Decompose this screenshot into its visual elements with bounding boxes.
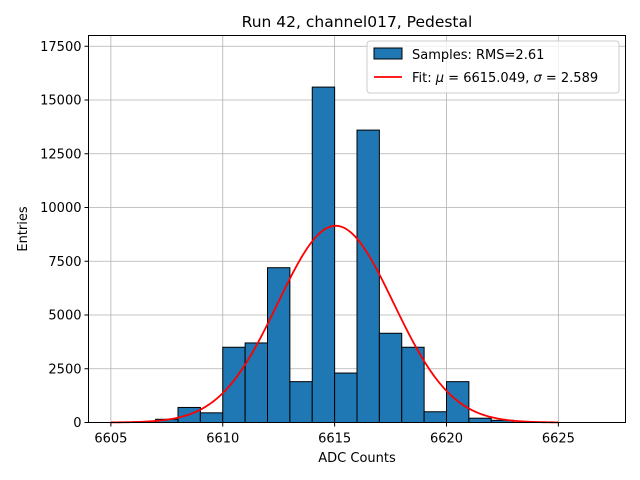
histogram-bar — [267, 267, 291, 424]
y-tick-label: 7500 — [48, 255, 81, 270]
y-tick-label: 0 — [73, 416, 81, 431]
legend-label-samples: Samples: RMS=2.61 — [412, 48, 544, 63]
y-tick-label: 10000 — [40, 201, 81, 216]
histogram-bar — [334, 372, 358, 423]
histogram-bar — [468, 417, 492, 424]
y-tick-label: 2500 — [48, 362, 81, 377]
y-tick-label: 5000 — [48, 309, 81, 324]
histogram-bar — [199, 412, 224, 424]
chart-title: Run 42, channel017, Pedestal — [242, 13, 473, 31]
x-axis-ticks: 6605 6610 6615 6620 6625 — [94, 422, 575, 447]
y-tick-label: 17500 — [40, 40, 81, 55]
legend-label-fit: Fit: μ = 6615.049, σ = 2.589 — [412, 71, 598, 86]
histogram-bar — [222, 346, 246, 423]
histogram-bar — [378, 332, 403, 423]
x-tick-label: 6620 — [430, 432, 463, 447]
y-axis-ticks: 0 2500 5000 7500 10000 12500 15000 17500 — [40, 40, 89, 431]
x-tick-label: 6615 — [318, 432, 351, 447]
legend-swatch-samples — [373, 47, 403, 60]
legend: Samples: RMS=2.61 Fit: μ = 6615.049, σ =… — [366, 40, 620, 94]
y-tick-label: 12500 — [40, 147, 81, 162]
x-tick-label: 6610 — [206, 432, 239, 447]
histogram-bar — [311, 86, 336, 423]
y-axis-label: Entries — [16, 206, 31, 252]
histogram-bar — [401, 346, 425, 423]
x-axis-label: ADC Counts — [318, 451, 396, 466]
histogram-bar — [244, 342, 268, 424]
histogram-bar — [423, 411, 447, 423]
x-tick-label: 6605 — [94, 432, 127, 447]
histogram-bar — [356, 129, 380, 423]
x-tick-label: 6625 — [542, 432, 575, 447]
fit-curve-group — [110, 224, 559, 424]
plot-frame — [88, 35, 626, 423]
legend-box — [366, 40, 620, 94]
fit-curve — [110, 224, 559, 424]
y-tick-label: 15000 — [40, 94, 81, 109]
histogram-bar — [289, 381, 313, 423]
